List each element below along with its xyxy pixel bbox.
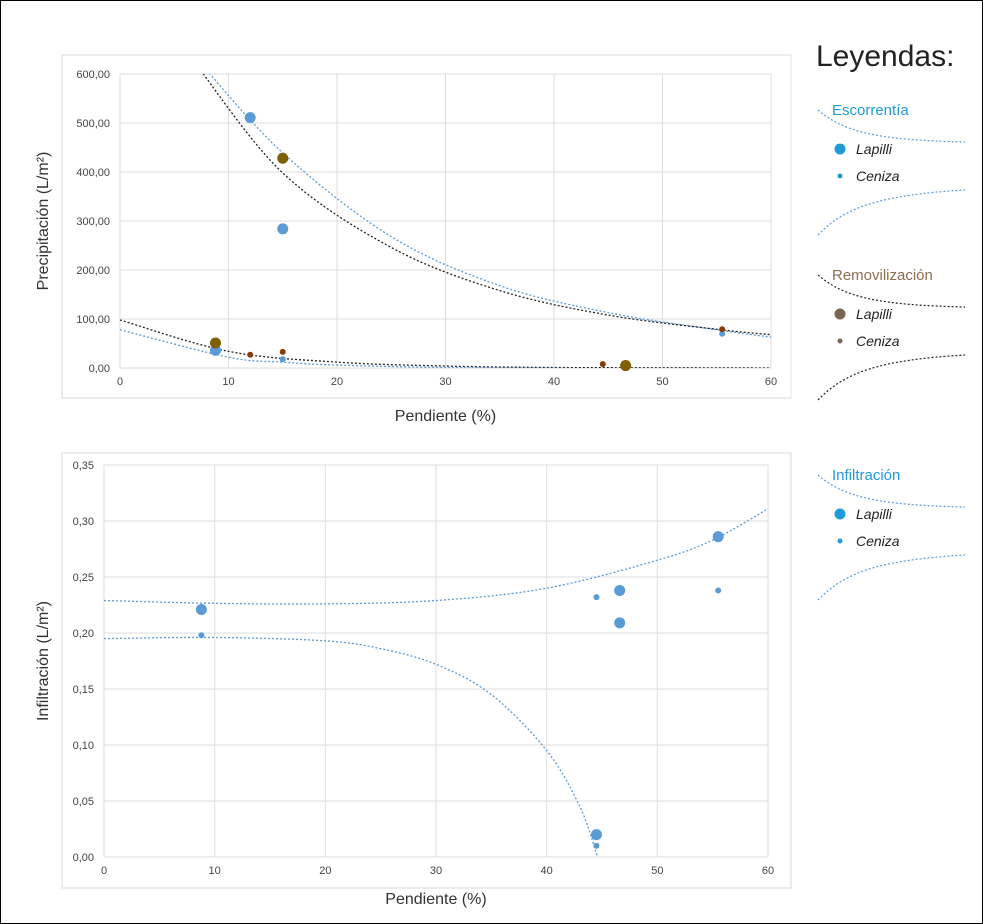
x-tick-label: 40 <box>548 376 560 388</box>
data-point <box>712 531 724 543</box>
y-tick-label: 0,30 <box>73 516 94 528</box>
data-point <box>198 632 205 639</box>
legend-item-label: Lapilli <box>856 141 893 157</box>
x-tick-label: 30 <box>430 865 442 877</box>
x-tick-label: 60 <box>765 376 777 388</box>
legend-curve-upper <box>817 274 966 308</box>
legend-curve-lower <box>817 354 966 401</box>
legend-marker <box>837 538 843 544</box>
trendline <box>104 508 768 605</box>
x-tick-label: 0 <box>117 376 123 388</box>
trendline <box>209 74 771 338</box>
chart-area-border <box>61 452 792 889</box>
y-tick-label: 500,00 <box>76 118 110 130</box>
data-point <box>719 326 726 333</box>
x-tick-label: 10 <box>209 865 221 877</box>
x-tick-label: 30 <box>439 376 451 388</box>
x-tick-label: 20 <box>319 865 331 877</box>
y-tick-label: 300,00 <box>76 216 110 228</box>
trendline <box>202 74 771 336</box>
legend-heading: Escorrentía <box>832 102 909 119</box>
x-tick-label: 60 <box>762 865 774 877</box>
data-point <box>279 348 286 355</box>
y-tick-label: 0,15 <box>73 684 94 696</box>
data-point <box>614 617 626 629</box>
chart-2: 0 10 20 30 40 50 60 0,00 0,05 0,10 0,15 0,20 0,25 0,3… <box>35 452 792 908</box>
data-point <box>599 361 606 368</box>
y-tick-label: 0,05 <box>73 796 94 808</box>
trendline <box>120 329 555 368</box>
y-tick-label: 400,00 <box>76 167 110 179</box>
legend-heading: Removilización <box>832 267 933 284</box>
x-tick-label: 0 <box>101 865 107 877</box>
legend-curve-lower <box>817 189 966 236</box>
chart-area-border <box>61 54 792 399</box>
data-point <box>614 584 626 596</box>
data-point <box>247 351 254 358</box>
x-tick-label: 50 <box>656 376 668 388</box>
data-point <box>590 829 602 841</box>
x-tick-label: 50 <box>651 865 663 877</box>
legend-item-label: Ceniza <box>856 333 900 349</box>
legend-marker <box>834 143 846 155</box>
data-point <box>244 112 256 124</box>
data-point <box>620 360 632 372</box>
data-point <box>715 587 722 594</box>
legend-marker <box>834 308 846 320</box>
x-axis-title: Pendiente (%) <box>385 891 486 908</box>
legend-item-label: Ceniza <box>856 533 900 549</box>
y-tick-label: 0,00 <box>89 363 110 375</box>
legend-curve-lower <box>817 554 966 601</box>
y-tick-label: 0,20 <box>73 628 94 640</box>
legend-item-label: Lapilli <box>856 306 893 322</box>
legend-marker <box>837 338 843 344</box>
trendline <box>104 636 599 857</box>
legend-item-label: Lapilli <box>856 506 893 522</box>
data-point <box>195 603 207 615</box>
legend-group: Escorrentía Lapilli Ceniza <box>817 102 966 236</box>
data-point <box>279 356 286 363</box>
y-tick-label: 0,00 <box>73 852 94 864</box>
x-axis-title: Pendiente (%) <box>395 408 496 425</box>
y-tick-label: 0,25 <box>73 572 94 584</box>
data-point <box>593 842 600 849</box>
x-tick-label: 10 <box>222 376 234 388</box>
data-point <box>719 330 726 337</box>
legend-curve-upper <box>817 474 966 508</box>
y-tick-label: 100,00 <box>76 314 110 326</box>
legend-title: Leyendas: <box>816 40 954 73</box>
y-tick-label: 200,00 <box>76 265 110 277</box>
legend-curve-upper <box>817 109 966 143</box>
legend-item-label: Ceniza <box>856 168 900 184</box>
legend-heading: Infiltración <box>832 467 900 484</box>
y-axis-title: Infiltración (L/m²) <box>35 601 52 721</box>
legend-marker <box>837 173 843 179</box>
legend-marker <box>834 508 846 520</box>
data-point <box>593 594 600 601</box>
y-tick-label: 0,35 <box>73 460 94 472</box>
y-axis-title: Precipitación (L/m²) <box>35 152 52 291</box>
y-tick-label: 0,10 <box>73 740 94 752</box>
x-tick-label: 20 <box>331 376 343 388</box>
trendline <box>120 319 771 368</box>
legend-panel: Leyendas:EscorrentíaLapilliCenizaRemovil… <box>790 40 966 601</box>
data-point <box>277 223 289 235</box>
data-point <box>277 152 289 164</box>
y-tick-label: 600,00 <box>76 69 110 81</box>
chart-1: 0 10 20 30 40 50 600,00100,00200,00300,00400,0… <box>35 54 792 425</box>
legend-group: Removilización Lapilli Ceniza <box>817 267 966 401</box>
data-point <box>209 337 221 349</box>
x-tick-label: 40 <box>541 865 553 877</box>
legend-group: Infiltración Lapilli Ceniza <box>817 467 966 601</box>
